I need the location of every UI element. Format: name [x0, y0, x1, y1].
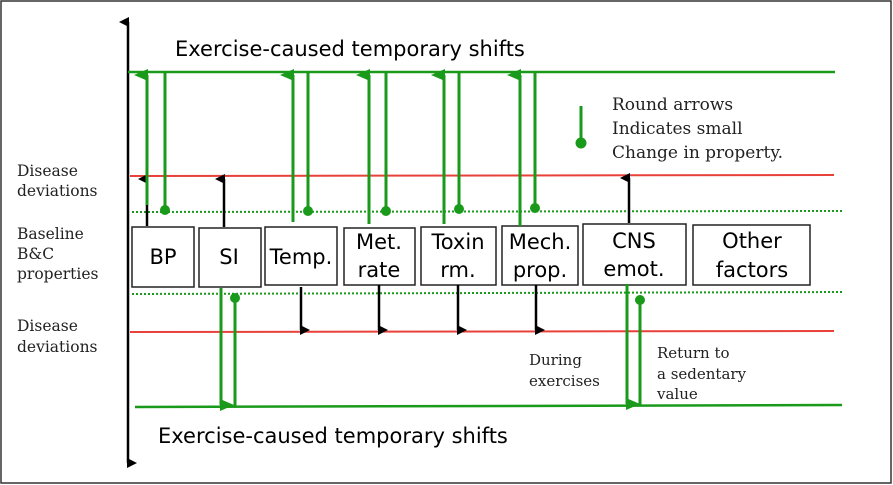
label-text: deviations	[17, 338, 98, 356]
top-title: Exercise-caused temporary shifts	[175, 37, 525, 61]
label-text: Baseline	[17, 225, 84, 243]
box-toxin	[420, 226, 497, 286]
round-arrow-dot	[303, 206, 313, 216]
box-cns	[582, 223, 687, 286]
during-label: During	[529, 351, 582, 369]
box-si	[198, 227, 262, 288]
bottom-title: Exercise-caused temporary shifts	[158, 424, 508, 448]
label-text: Disease	[17, 162, 78, 180]
box-label: emot.	[603, 257, 664, 281]
annotations: During exercises Return to a sedentary v…	[529, 344, 747, 403]
lower-shift-line	[134, 403, 843, 409]
box-label: factors	[716, 258, 788, 282]
return-label: a sedentary	[657, 365, 747, 383]
round-arrow-dot	[230, 293, 240, 303]
label-text: B&C	[17, 245, 54, 263]
during-label: exercises	[529, 372, 600, 390]
box-bp	[131, 226, 195, 288]
legend-text: Change in property.	[612, 143, 783, 163]
legend-text: Indicates small	[612, 119, 743, 139]
legend-text: Round arrows	[612, 95, 733, 115]
box-temp	[264, 226, 338, 286]
round-arrow-dot	[381, 206, 391, 216]
label-text: deviations	[17, 182, 98, 200]
box-label: Other	[722, 229, 782, 253]
property-boxes: BP SI Temp. Met. rate Toxin rm. Mech. pr…	[131, 223, 811, 288]
legend: Round arrows Indicates small Change in p…	[612, 95, 783, 163]
box-mech-prop	[501, 225, 579, 286]
round-arrow-dot	[454, 204, 464, 214]
box-label: SI	[219, 245, 239, 269]
box-other	[692, 224, 811, 286]
round-arrow-dot	[635, 295, 645, 305]
exercise-arrows	[134, 69, 645, 411]
lower-disease-line	[129, 330, 835, 333]
left-labels: Disease deviations Baseline B&C properti…	[17, 162, 99, 356]
box-label: Temp.	[269, 245, 333, 269]
box-label: rate	[358, 258, 401, 282]
box-label: prop.	[513, 258, 567, 282]
legend-round-arrow-dot	[575, 137, 587, 149]
box-label: Met.	[356, 230, 402, 254]
round-arrow-dot	[160, 205, 170, 215]
return-label: value	[656, 385, 698, 403]
box-label: rm.	[440, 258, 475, 282]
box-label: Mech.	[509, 230, 572, 254]
box-label: Toxin	[430, 230, 484, 254]
return-label: Return to	[657, 344, 730, 362]
box-met-rate	[343, 227, 416, 286]
round-arrow-dot	[530, 203, 540, 213]
box-label: CNS	[612, 229, 656, 253]
label-text: properties	[17, 265, 99, 283]
box-label: BP	[149, 245, 176, 269]
upper-disease-line	[129, 174, 835, 177]
label-text: Disease	[17, 317, 78, 335]
